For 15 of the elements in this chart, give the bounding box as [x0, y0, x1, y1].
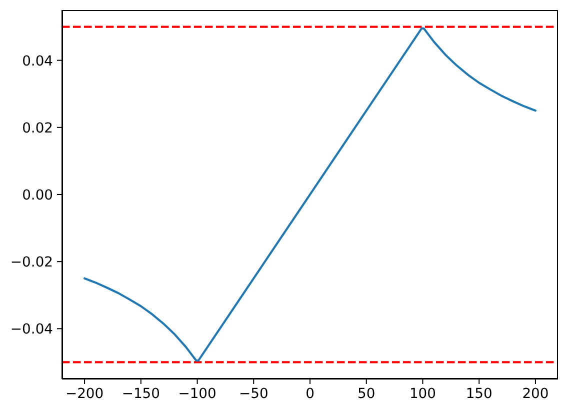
x-tick-label: −200	[65, 386, 104, 402]
x-tick-label: 0	[306, 386, 314, 402]
y-tick-label: 0.04	[22, 53, 54, 70]
x-tick-label: 150	[466, 386, 492, 402]
x-tick-label: 200	[522, 386, 549, 402]
x-tick-label: −100	[178, 386, 216, 402]
y-tick-label: −0.02	[10, 254, 53, 271]
x-tick-label: −150	[122, 386, 160, 402]
x-tick-label: 100	[409, 386, 436, 402]
x-tick-label: 50	[358, 386, 376, 402]
line-series	[83, 27, 537, 362]
x-tick-label: −50	[238, 386, 268, 402]
y-tick-label: −0.04	[10, 322, 54, 338]
y-tick-label: 0.02	[22, 120, 53, 136]
y-tick-label: 0.00	[22, 187, 53, 204]
